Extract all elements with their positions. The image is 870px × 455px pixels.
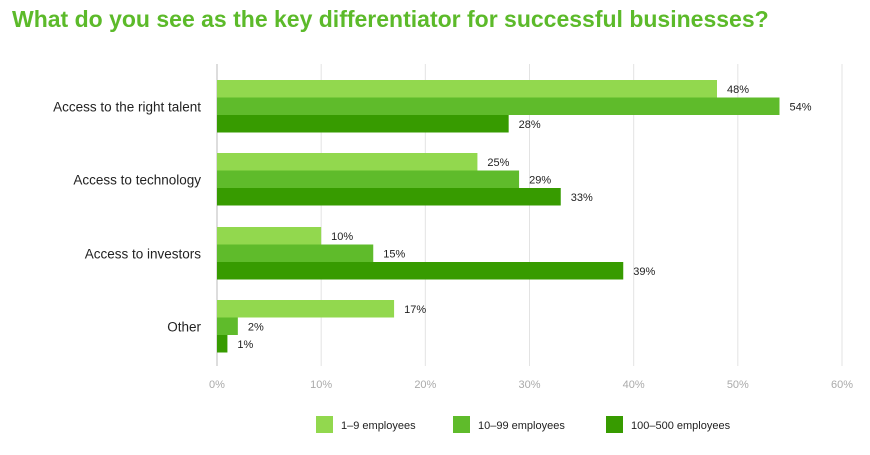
bar (217, 244, 374, 262)
data-label: 29% (529, 174, 551, 186)
legend-label: 10–99 employees (478, 420, 565, 432)
category-label: Other (167, 319, 201, 334)
x-tick-label: 40% (623, 379, 645, 391)
legend-label: 1–9 employees (341, 420, 416, 432)
category-label: Access to technology (73, 172, 201, 187)
bar (217, 188, 561, 206)
data-label: 1% (237, 339, 253, 351)
bar (217, 170, 520, 188)
data-label: 28% (519, 119, 541, 131)
x-tick-label: 50% (727, 379, 749, 391)
legend-label: 100–500 employees (631, 420, 731, 432)
legend: 1–9 employees 10–99 employees 100–500 empl… (316, 416, 731, 433)
x-tick-label: 30% (518, 379, 540, 391)
category-label: Access to investors (85, 246, 202, 261)
legend-swatch (606, 416, 623, 433)
data-label: 10% (331, 231, 353, 243)
data-label: 2% (248, 321, 264, 333)
bar (217, 317, 238, 335)
bar (217, 262, 624, 280)
bar (217, 153, 478, 171)
data-label: 54% (790, 101, 812, 113)
bar (217, 335, 228, 353)
category-label: Access to the right talent (53, 99, 201, 114)
bar (217, 227, 322, 245)
data-label: 15% (383, 248, 405, 260)
data-label: 25% (487, 157, 509, 169)
data-label: 17% (404, 304, 426, 316)
data-label: 39% (633, 266, 655, 278)
data-label: 48% (727, 84, 749, 96)
bar (217, 97, 780, 115)
bar (217, 80, 717, 98)
labels: 0% 10% 20% 30% 40% 50% 60% Access to the right … (53, 84, 853, 391)
x-tick-label: 10% (310, 379, 332, 391)
legend-swatch (316, 416, 333, 433)
x-tick-label: 20% (414, 379, 436, 391)
chart-title: What do you see as the key differentiato… (12, 6, 769, 32)
bars (217, 80, 780, 353)
legend-swatch (453, 416, 470, 433)
bar (217, 300, 395, 318)
bar (217, 115, 509, 133)
data-label: 33% (571, 192, 593, 204)
x-tick-label: 0% (209, 379, 225, 391)
x-tick-label: 60% (831, 379, 853, 391)
